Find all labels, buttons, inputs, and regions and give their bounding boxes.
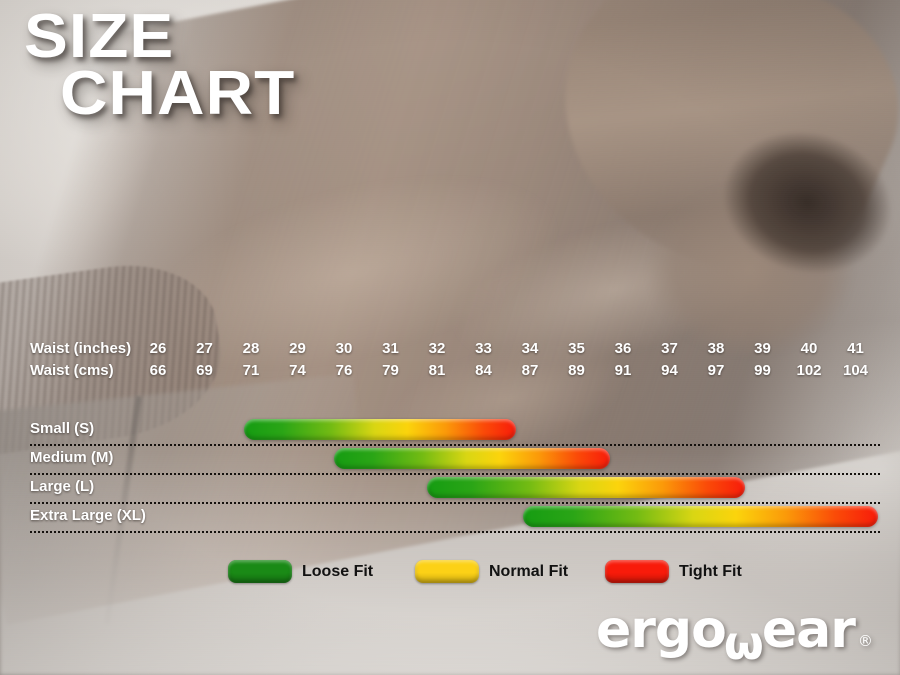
size-row-label: Extra Large (XL) (30, 507, 146, 524)
measurement-cell-inches: 37 (661, 340, 678, 357)
size-row: Medium (M) (0, 446, 900, 475)
size-row: Large (L) (0, 475, 900, 504)
row-separator (30, 444, 882, 446)
measurement-cell-inches: 38 (707, 340, 725, 357)
legend-item: Loose Fit (228, 560, 373, 583)
measurement-cell-inches: 35 (568, 340, 585, 357)
measurement-cell-cms: 71 (242, 362, 260, 379)
logo-text-part-1: ergo (596, 600, 727, 660)
measurement-cell-inches: 41 (847, 340, 864, 357)
size-row: Small (S) (0, 417, 900, 446)
measurement-cell-cms: 76 (335, 362, 353, 379)
legend-color-swatch (228, 560, 292, 583)
page-title-line-1: SIZE (24, 2, 175, 71)
fit-legend: Loose Fit Normal Fit Tight Fit (0, 560, 900, 592)
measurement-cell-cms: 91 (614, 362, 632, 379)
measurement-cell-cms: 66 (149, 362, 167, 379)
measurement-cell-cms: 79 (382, 362, 399, 379)
measurement-cell-inches: 40 (800, 340, 818, 357)
fit-range-bar (244, 419, 516, 440)
size-row-label: Small (S) (30, 420, 95, 437)
fit-range-bar (334, 448, 610, 469)
legend-label: Normal Fit (489, 562, 569, 580)
measurement-cell-inches: 34 (521, 340, 539, 357)
measurement-row-inches: Waist (inches) 26 27 28 29 30 31 32 33 34 35 36 37 3… (0, 340, 900, 362)
legend-label: Loose Fit (302, 562, 374, 580)
measurement-cell-inches: 31 (382, 340, 399, 357)
measurement-cell-inches: 26 (149, 340, 167, 357)
fit-range-bar (523, 506, 878, 527)
measurement-cell-cms: 87 (521, 362, 539, 379)
measurement-cell-inches: 27 (196, 340, 213, 357)
legend-color-swatch (415, 560, 479, 583)
measurement-label-cms: Waist (cms) (30, 362, 114, 379)
measurement-cell-cms: 84 (475, 362, 492, 379)
size-row-label: Large (L) (30, 478, 95, 495)
measurement-cell-cms: 94 (661, 362, 678, 379)
measurement-cell-inches: 33 (475, 340, 492, 357)
legend-item: Normal Fit (415, 560, 568, 583)
page-title: SIZE CHART (24, 5, 294, 124)
measurement-cell-cms: 69 (196, 362, 213, 379)
fit-range-bar (427, 477, 745, 498)
measurement-cell-inches: 30 (335, 340, 353, 357)
size-rows: Small (S) Medium (M) Large (L) Extra Large … (0, 417, 900, 533)
logo-text-part-2: ear (761, 600, 856, 660)
brand-logo: ergo ω ear ® (596, 600, 873, 666)
measurement-cell-inches: 29 (289, 340, 306, 357)
measurement-cell-cms: 99 (754, 362, 771, 379)
measurements-table: Waist (inches) 26 27 28 29 30 31 32 33 34 35 36 37 3… (0, 340, 900, 384)
measurement-cell-inches: 28 (242, 340, 260, 357)
measurement-cell-cms: 81 (428, 362, 446, 379)
measurement-cell-cms: 104 (842, 362, 869, 379)
size-row-label: Medium (M) (30, 449, 114, 466)
measurement-label-inches: Waist (inches) (30, 340, 132, 357)
measurement-cell-cms: 89 (568, 362, 585, 379)
measurement-cell-inches: 36 (614, 340, 632, 357)
legend-item: Tight Fit (605, 560, 742, 583)
measurement-values-inches: 26 27 28 29 30 31 32 33 34 35 36 37 38 39 40 41 (150, 340, 900, 362)
row-separator (30, 531, 882, 533)
legend-label: Tight Fit (679, 562, 742, 580)
page-title-line-2: CHART (60, 59, 296, 129)
measurement-cell-inches: 32 (428, 340, 446, 357)
logo-omega-glyph: ω (723, 616, 764, 670)
row-separator (30, 502, 882, 504)
legend-color-swatch (605, 560, 669, 583)
measurement-row-cms: Waist (cms) 66 69 71 74 76 79 81 84 87 89 91 94 97 99… (0, 362, 900, 384)
measurement-cell-inches: 39 (754, 340, 771, 357)
measurement-values-cms: 66 69 71 74 76 79 81 84 87 89 91 94 97 99 102 104 (150, 362, 900, 384)
registered-trademark-icon: ® (857, 632, 873, 650)
measurement-cell-cms: 102 (796, 362, 822, 379)
size-row: Extra Large (XL) (0, 504, 900, 533)
measurement-cell-cms: 74 (289, 362, 306, 379)
measurement-cell-cms: 97 (707, 362, 725, 379)
row-separator (30, 473, 882, 475)
